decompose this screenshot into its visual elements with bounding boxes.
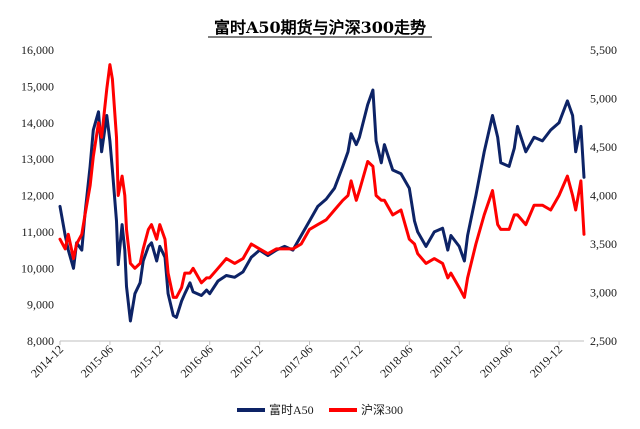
axes: 8,000 9,000 10,000 11,000 12,000 13,000 14,000… [21,43,617,380]
x-tick-label: 2016-06 [178,342,216,380]
y-right-tick-label: 2,500 [590,334,617,348]
x-tick-label: 2017-06 [277,342,315,380]
y-right-tick-label: 4,000 [590,189,617,203]
y-right-tick-label: 3,000 [590,286,617,300]
y-left-tick-label: 16,000 [21,43,54,57]
x-tick-label: 2018-12 [427,342,465,380]
x-tick-label: 2017-12 [327,342,365,380]
y-left-tick-label: 12,000 [21,189,54,203]
x-tick-label: 2015-12 [128,342,166,380]
x-tick-label: 2018-06 [377,342,415,380]
legend-label-1: 沪深300 [361,403,403,417]
chart-title: 富时A50期货与沪深300走势 [214,18,426,37]
x-tick-label: 2019-06 [477,342,515,380]
y-left-tick-label: 15,000 [21,79,54,93]
y-right-tick-label: 3,500 [590,237,617,251]
y-right-tick-label: 5,000 [590,92,617,106]
y-left-tick-label: 9,000 [27,298,54,312]
x-tick-label: 2016-12 [228,342,266,380]
y-left-tick-label: 13,000 [21,152,54,166]
x-tick-label: 2019-12 [527,342,565,380]
x-tick-label: 2015-06 [78,342,116,380]
y-left-tick-label: 10,000 [21,261,54,275]
series-line-1 [58,63,586,299]
legend-label-0: 富时A50 [269,402,314,417]
legend: 富时A50 沪深300 [237,402,403,417]
series-lines [58,63,586,323]
y-left-tick-label: 14,000 [21,116,54,130]
y-left-tick-label: 11,000 [21,225,54,239]
y-right-tick-label: 5,500 [590,43,617,57]
y-left-tick-label: 8,000 [27,334,54,348]
y-right-tick-label: 4,500 [590,140,617,154]
series-line-0 [58,88,586,323]
